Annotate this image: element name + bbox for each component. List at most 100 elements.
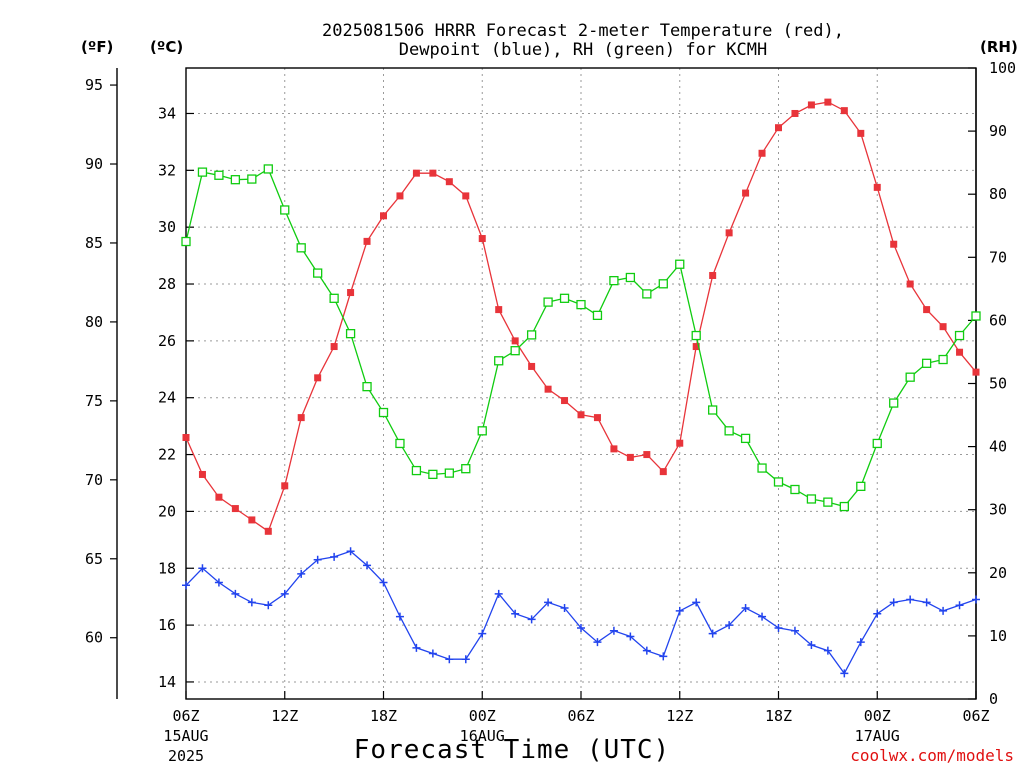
temperature-point [396, 192, 404, 200]
dewpoint-point [346, 547, 355, 556]
dewpoint-point [758, 612, 767, 621]
rh-tick-label: 10 [989, 627, 1007, 645]
fahrenheit-tick-label: 85 [85, 234, 103, 252]
fahrenheit-tick-label: 70 [85, 471, 103, 489]
celsius-tick-label: 32 [158, 161, 176, 179]
celsius-tick-label: 26 [158, 332, 176, 350]
dewpoint-point [330, 552, 339, 561]
chart-title-line2: Dewpoint (blue), RH (green) for KCMH [399, 40, 767, 60]
dewpoint-point [560, 604, 569, 613]
celsius-tick-label: 22 [158, 446, 176, 464]
temperature-point [429, 169, 437, 177]
rh-point [740, 433, 751, 444]
dewpoint-point [725, 621, 734, 630]
rh-point [971, 311, 981, 321]
temperature-point [264, 527, 272, 535]
temperature-point [807, 101, 815, 109]
credit-text: coolwx.com/models [850, 746, 1014, 765]
temperature-point [314, 374, 322, 382]
rh-point [625, 272, 636, 283]
rh-tick-label: 90 [989, 122, 1007, 140]
dewpoint-point [873, 609, 882, 618]
dewpoint-point [708, 629, 717, 638]
fahrenheit-tick-label: 95 [85, 76, 103, 94]
dewpoint-point [856, 638, 865, 647]
rh-point [806, 494, 817, 504]
temperature-point [363, 237, 371, 245]
rh-point [411, 465, 422, 476]
dewpoint-point [280, 589, 289, 598]
temperature-point [330, 343, 338, 351]
x-axis-title: Forecast Time (UTC) [354, 735, 670, 765]
rh-tick-label: 60 [989, 311, 1007, 329]
dewpoint-point [363, 561, 372, 570]
dewpoint-point [247, 598, 256, 607]
temperature-point [281, 482, 289, 490]
dewpoint-point [642, 646, 651, 655]
rh-point [263, 164, 273, 174]
temperature-point [347, 289, 355, 297]
temperature-point [692, 343, 700, 351]
temperature-point [198, 470, 206, 478]
rh-point [938, 354, 948, 365]
dewpoint-point [675, 606, 684, 615]
celsius-tick-label: 30 [158, 218, 176, 236]
dewpoint-point [659, 652, 668, 661]
dewpoint-point [395, 612, 404, 621]
temperature-point [544, 385, 552, 393]
temperature-point [725, 229, 733, 237]
fahrenheit-axis-label: (ºF) [81, 38, 113, 56]
rh-point [609, 275, 619, 286]
rh-point [823, 497, 833, 507]
rh-point [592, 310, 603, 321]
rh-point [247, 174, 257, 184]
data-series [181, 98, 981, 678]
dewpoint-point [478, 629, 487, 638]
chart-title-line1: 2025081506 HRRR Forecast 2-meter Tempera… [322, 21, 844, 41]
temperature-point [231, 505, 239, 513]
dewpoint-point [790, 626, 799, 635]
dewpoint-point [906, 595, 915, 604]
rh-axis-label: (RH) [980, 38, 1018, 56]
temperature-point [248, 516, 256, 524]
rh-point [576, 299, 586, 310]
rh-point [395, 438, 405, 449]
grid-lines [186, 68, 976, 699]
x-tick-label: 00Z [469, 707, 496, 725]
temperature-point [939, 323, 947, 331]
dewpoint-line [185, 550, 977, 675]
dewpoint-point [428, 649, 437, 658]
temperature-point [610, 445, 618, 453]
dewpoint-point [231, 589, 240, 598]
rh-point [543, 297, 553, 307]
dewpoint-point [939, 606, 948, 615]
rh-point [921, 358, 932, 368]
temperature-point [923, 306, 931, 314]
dewpoint-point [544, 598, 553, 607]
x-date-label: 15AUG [163, 727, 208, 745]
rh-point [345, 329, 356, 339]
rh-point [889, 398, 899, 408]
dewpoint-point [297, 569, 306, 578]
temperature-point [215, 493, 223, 501]
rh-tick-label: 0 [989, 690, 998, 708]
rh-point [642, 289, 652, 299]
temperature-point [775, 124, 782, 132]
dewpoint-point [577, 623, 585, 632]
fahrenheit-tick-label: 65 [85, 550, 103, 568]
x-tick-label: 18Z [370, 707, 397, 725]
dewpoint-point [593, 638, 602, 647]
rh-point [691, 330, 701, 341]
celsius-tick-label: 34 [158, 104, 176, 122]
temperature-point [297, 414, 305, 422]
temperature-point [890, 240, 898, 248]
temperature-point [445, 178, 453, 186]
dewpoint-point [198, 564, 207, 573]
x-date-label: 17AUG [855, 727, 900, 745]
rh-point [362, 382, 372, 392]
temperature-point [380, 212, 387, 220]
temperature-point [478, 235, 486, 243]
temperature-point [561, 397, 569, 405]
rh-point [181, 236, 191, 247]
